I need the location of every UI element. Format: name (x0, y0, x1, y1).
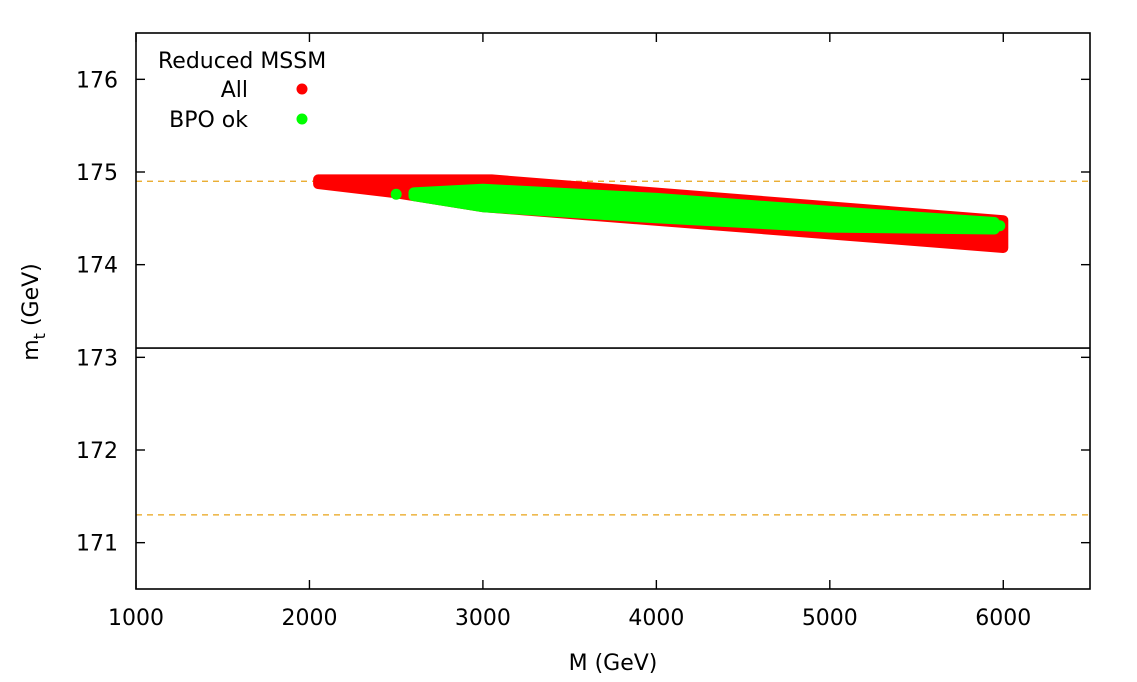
legend: Reduced MSSM All BPO ok (158, 49, 326, 133)
x-tick-label: 5000 (802, 606, 858, 631)
x-tick-label: 6000 (975, 606, 1031, 631)
y-tick-label: 172 (76, 439, 118, 464)
x-axis-ticks: 1000 2000 3000 4000 5000 6000 (108, 33, 1031, 631)
legend-title: Reduced MSSM (158, 49, 326, 74)
reference-lines (136, 180, 1090, 516)
y-tick-label: 174 (76, 254, 118, 279)
y-axis-ticks: 171 172 173 174 175 176 (76, 68, 1090, 557)
legend-label-bpo-ok: BPO ok (169, 108, 248, 133)
series-region-bpo-ok (408, 183, 1000, 235)
legend-label-all: All (221, 78, 248, 103)
legend-marker-all (296, 83, 308, 95)
data-point (411, 188, 423, 200)
y-axis-label-unit: (GeV) (19, 263, 44, 333)
y-tick-label: 176 (76, 68, 118, 93)
data-points (390, 188, 1006, 232)
data-point (390, 188, 402, 200)
legend-marker-bpo-ok (296, 113, 308, 125)
x-axis-label: M (GeV) (569, 651, 658, 676)
plot-frame (135, 32, 1091, 590)
y-tick-label: 175 (76, 161, 118, 186)
data-regions (313, 174, 1009, 253)
data-point (994, 220, 1006, 232)
data-point (425, 189, 437, 201)
x-tick-label: 2000 (281, 606, 337, 631)
data-point (442, 191, 454, 203)
y-axis-label: mt (GeV) (19, 263, 49, 361)
y-tick-label: 173 (76, 346, 118, 371)
y-axis-label-main: m (19, 339, 44, 360)
y-axis-label-subscript: t (30, 333, 49, 339)
x-tick-label: 1000 (108, 606, 164, 631)
x-tick-label: 3000 (455, 606, 511, 631)
y-tick-label: 171 (76, 532, 118, 557)
x-tick-label: 4000 (628, 606, 684, 631)
